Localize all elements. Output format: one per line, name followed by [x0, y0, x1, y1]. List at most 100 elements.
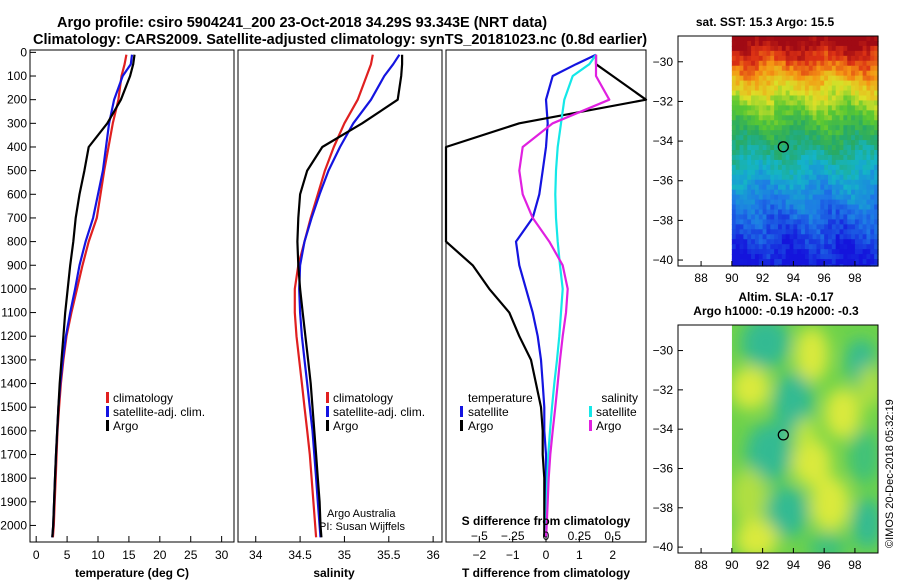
sst-cell — [854, 214, 860, 221]
sst-cell — [862, 254, 868, 260]
sst-cell — [835, 140, 841, 146]
sst-cell — [839, 75, 844, 82]
sst-cell — [801, 154, 806, 161]
sst-cell — [751, 249, 756, 255]
sst-cell — [797, 209, 802, 216]
sst-cell — [870, 254, 875, 260]
sst-cell — [862, 214, 868, 221]
sst-cell — [747, 80, 752, 87]
sst-cell — [812, 145, 818, 151]
sst-cell — [731, 36, 737, 42]
sst-cell — [774, 40, 779, 47]
sst-cell — [793, 90, 798, 97]
sst-cell — [858, 159, 864, 166]
sst-cell — [743, 45, 748, 52]
sst-cell — [862, 159, 868, 166]
sst-cell — [812, 120, 818, 126]
sst-cell — [804, 85, 810, 92]
sst-cell — [801, 80, 806, 87]
sst-cell — [797, 50, 802, 57]
sst-cell — [766, 264, 771, 267]
sst-cell — [854, 244, 860, 250]
sst-cell — [828, 135, 833, 141]
sst-cell — [858, 140, 864, 146]
sst-cell — [747, 174, 752, 181]
sst-cell — [835, 174, 841, 181]
sst-cell — [816, 159, 821, 166]
sst-cell — [847, 40, 852, 47]
sst-cell — [785, 90, 791, 97]
sst-cell — [828, 159, 833, 166]
sst-cell — [874, 189, 879, 196]
sst-cell — [808, 70, 814, 77]
sst-cell — [762, 60, 768, 67]
sst-cell — [770, 135, 775, 141]
sst-cell — [793, 125, 798, 131]
sst-cell — [847, 150, 852, 156]
sst-cell — [739, 150, 744, 156]
sst-cell — [831, 55, 837, 62]
sst-cell — [797, 199, 802, 206]
sst-cell — [843, 254, 848, 260]
sst-cell — [831, 80, 837, 87]
sst-cell — [797, 135, 802, 141]
sst-cell — [781, 154, 787, 161]
sst-cell — [774, 159, 779, 166]
sst-cell — [847, 115, 852, 121]
sst-cell — [762, 75, 768, 82]
sst-cell — [766, 249, 771, 255]
top-tick-label: 0 — [543, 529, 550, 543]
sst-cell — [854, 174, 860, 181]
sst-cell — [770, 209, 775, 216]
sst-cell — [754, 110, 760, 116]
sst-cell — [831, 130, 837, 136]
sst-cell — [754, 50, 760, 57]
sst-cell — [808, 159, 814, 166]
sst-cell — [828, 229, 833, 235]
sst-cell — [847, 85, 852, 92]
sst-cell — [797, 249, 802, 255]
sst-cell — [843, 189, 848, 196]
sst-cell — [824, 194, 829, 201]
sst-cell — [758, 234, 764, 240]
sst-cell — [781, 169, 787, 176]
sst-cell — [843, 234, 848, 240]
sst-cell — [843, 100, 848, 106]
sst-cell — [797, 229, 802, 235]
series-line-argo — [51, 54, 136, 538]
sst-cell — [758, 150, 764, 156]
map-xtick-label: 96 — [817, 271, 831, 285]
sst-cell — [847, 130, 852, 136]
sst-cell — [808, 110, 814, 116]
sst-cell — [828, 100, 833, 106]
map-ytick-label: −36 — [653, 461, 674, 475]
sst-cell — [793, 199, 798, 206]
sst-cell — [774, 80, 779, 87]
legend-swatch-sal-argo — [589, 420, 592, 431]
sst-cell — [847, 65, 852, 72]
sst-cell — [781, 125, 787, 131]
sst-cell — [866, 249, 871, 255]
sst-cell — [835, 189, 841, 196]
sst-cell — [762, 219, 768, 225]
sst-cell — [816, 36, 821, 42]
sst-cell — [743, 95, 748, 102]
map-ytick-label: −34 — [653, 422, 674, 436]
sst-cell — [766, 145, 771, 151]
sst-cell — [835, 135, 841, 141]
sst-cell — [870, 169, 875, 176]
sst-cell — [785, 75, 791, 82]
sst-cell — [870, 249, 875, 255]
sst-cell — [747, 65, 752, 72]
sst-cell — [866, 164, 871, 171]
sst-cell — [789, 179, 794, 186]
sst-cell — [789, 85, 794, 92]
sst-cell — [801, 249, 806, 255]
sst-cell — [735, 80, 741, 87]
sla-anomaly-patch — [810, 476, 851, 532]
top-tick-label: −.5 — [471, 529, 488, 543]
sst-cell — [854, 95, 860, 102]
sst-cell — [843, 145, 848, 151]
sst-cell — [843, 219, 848, 225]
sst-cell — [843, 244, 848, 250]
